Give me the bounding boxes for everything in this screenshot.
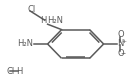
Text: H₂N: H₂N [47, 16, 63, 25]
Text: H: H [40, 16, 47, 25]
Text: Cl: Cl [27, 5, 36, 14]
Text: H₂N: H₂N [17, 40, 33, 48]
Text: +: + [121, 39, 126, 44]
Text: N: N [117, 40, 124, 48]
Text: O: O [117, 30, 124, 39]
Text: −: − [121, 50, 126, 55]
Text: O: O [117, 49, 124, 58]
Text: Cl: Cl [6, 67, 15, 76]
Text: H: H [16, 67, 23, 76]
